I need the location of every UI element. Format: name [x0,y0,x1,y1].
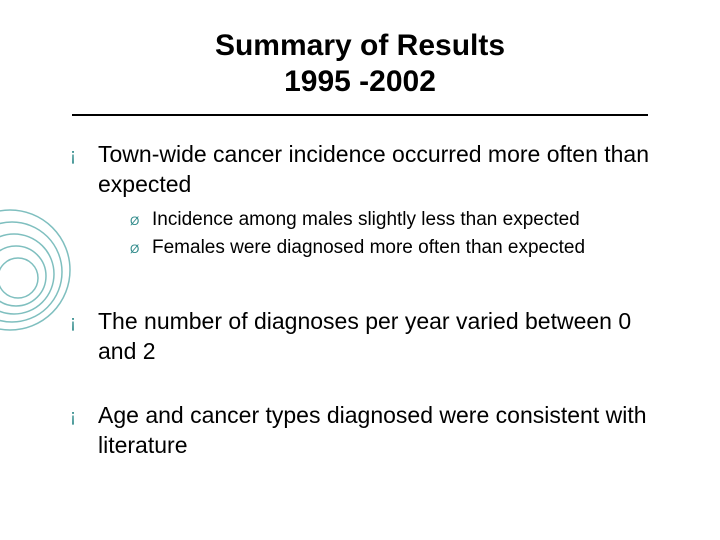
title-line-1: Summary of Results [0,28,720,64]
bullet-text: Town-wide cancer incidence occurred more… [98,140,660,200]
title-line-2: 1995 -2002 [0,64,720,100]
sub-bullet-item: Ø Incidence among males slightly less th… [130,208,660,233]
bullet-text: The number of diagnoses per year varied … [98,307,660,367]
circle-bullet-icon: ¡ [70,140,98,167]
sub-bullet-list: Ø Incidence among males slightly less th… [130,208,660,261]
bullet-item: ¡ Town-wide cancer incidence occurred mo… [70,140,660,200]
sub-bullet-text: Incidence among males slightly less than… [152,208,580,233]
sub-bullet-item: Ø Females were diagnosed more often than… [130,236,660,261]
bullet-item: ¡ The number of diagnoses per year varie… [70,307,660,367]
slide: Summary of Results 1995 -2002 ¡ Town-wid… [0,0,720,540]
bullet-item: ¡ Age and cancer types diagnosed were co… [70,401,660,461]
arrow-bullet-icon: Ø [130,236,152,258]
bullet-text: Age and cancer types diagnosed were cons… [98,401,660,461]
slide-title: Summary of Results 1995 -2002 [0,28,720,100]
circle-bullet-icon: ¡ [70,401,98,428]
spacer [70,281,660,307]
sub-bullet-text: Females were diagnosed more often than e… [152,236,585,261]
swirl-decoration [0,200,80,340]
title-divider [72,114,648,116]
slide-body: ¡ Town-wide cancer incidence occurred mo… [70,140,660,469]
circle-bullet-icon: ¡ [70,307,98,334]
spacer [70,375,660,401]
arrow-bullet-icon: Ø [130,208,152,230]
